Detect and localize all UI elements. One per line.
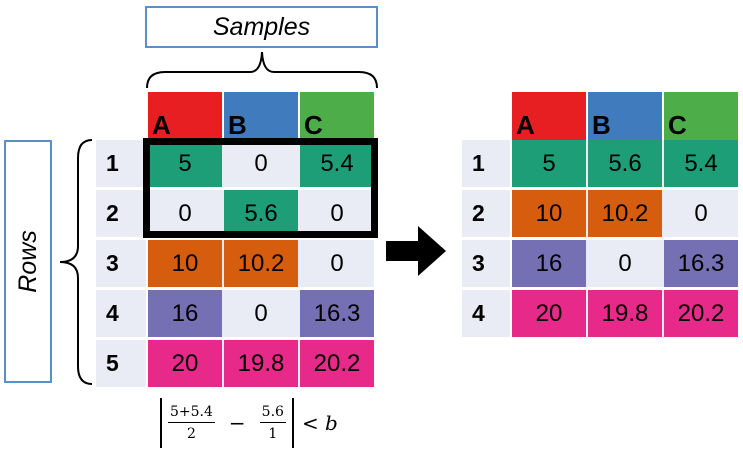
fraction-1-denominator: 2	[186, 426, 196, 442]
minus-sign: −	[228, 411, 246, 435]
table-cell: 10	[148, 240, 222, 287]
right-arrow-icon	[386, 226, 446, 276]
table-cell: 0	[254, 149, 268, 177]
table-cell: 19.8	[224, 340, 298, 387]
table-cell: 20	[512, 290, 586, 337]
table-cell: 20.2	[300, 340, 374, 387]
rows-brace	[59, 139, 93, 385]
table-cell: 0	[330, 199, 344, 227]
row-header: 3	[96, 240, 146, 287]
abs-bar-left	[160, 398, 162, 448]
samples-label: Samples	[145, 6, 378, 48]
fraction-1-numerator: 5+5.4	[168, 404, 215, 423]
table-cell: 10.2	[588, 190, 662, 237]
table-cell: 5	[148, 140, 222, 187]
column-header-c: C	[300, 92, 374, 140]
table-cell: 0	[330, 249, 344, 277]
column-header-label: B	[228, 110, 247, 140]
column-header-label: A	[152, 110, 171, 140]
column-header-label: A	[516, 110, 535, 140]
column-header-b: B	[588, 92, 662, 140]
column-header-label: C	[304, 110, 323, 140]
column-header-a: A	[512, 92, 586, 140]
highlight-box	[143, 138, 378, 238]
table-cell: 10	[512, 190, 586, 237]
table-cell: 5.6	[224, 190, 298, 237]
table-cell: 0	[618, 249, 632, 277]
table-cell: 10.2	[224, 240, 298, 287]
row-header: 2	[462, 190, 510, 237]
fraction-2-numerator: 5.6	[259, 404, 286, 423]
fraction-2: 5.6 1	[259, 404, 286, 442]
column-header-a: A	[148, 92, 222, 140]
row-header: 4	[462, 290, 510, 337]
formula: 5+5.4 2 − 5.6 1 < b	[160, 398, 338, 448]
samples-brace	[146, 51, 378, 89]
column-header-b: B	[224, 92, 298, 140]
row-header: 1	[462, 140, 510, 187]
formula-rhs: < b	[301, 411, 338, 435]
column-header-c: C	[664, 92, 738, 140]
fraction-2-denominator: 1	[268, 426, 278, 442]
table-cell: 20.2	[664, 290, 738, 337]
table-cell: 5.4	[300, 140, 374, 187]
rows-label: Rows	[4, 140, 52, 383]
fraction-1: 5+5.4 2	[168, 404, 215, 442]
rows-label-text: Rows	[13, 230, 42, 293]
table-cell: 16.3	[664, 240, 738, 287]
table-cell: 16	[512, 240, 586, 287]
row-header: 4	[96, 290, 146, 337]
row-header: 5	[96, 340, 146, 387]
table-cell: 20	[148, 340, 222, 387]
samples-label-text: Samples	[212, 12, 311, 41]
table-cell: 0	[254, 299, 268, 327]
row-header: 2	[96, 190, 146, 237]
row-header: 3	[462, 240, 510, 287]
table-cell: 16.3	[300, 290, 374, 337]
row-header: 1	[96, 140, 146, 187]
table-cell: 19.8	[588, 290, 662, 337]
table-cell: 16	[148, 290, 222, 337]
table-cell: 5.4	[664, 140, 738, 187]
table-cell: 5.6	[588, 140, 662, 187]
table-cell: 0	[178, 199, 192, 227]
column-header-label: C	[668, 110, 687, 140]
table-cell: 5	[512, 140, 586, 187]
table-cell: 0	[694, 199, 708, 227]
column-header-label: B	[592, 110, 611, 140]
abs-bar-right	[291, 398, 294, 448]
